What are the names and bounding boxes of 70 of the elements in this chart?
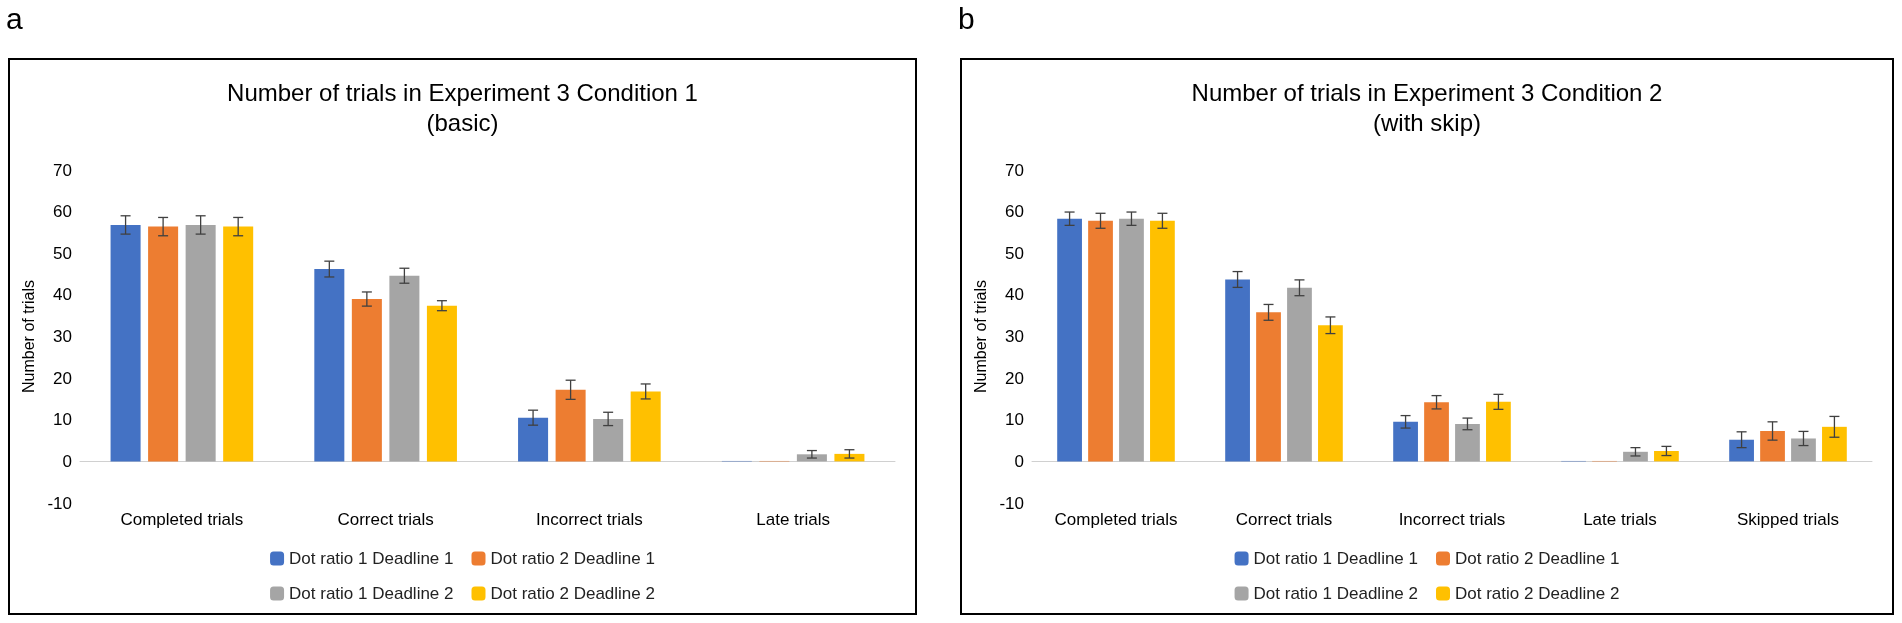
legend-label: Dot ratio 2 Deadline 1 [1455,549,1620,568]
bar [1760,430,1785,462]
x-tick-label: Correct trials [1235,510,1333,529]
y-tick-label: 60 [53,202,72,222]
y-tick-label: 50 [1005,243,1024,263]
bar [1424,402,1449,462]
legend-label: Dot ratio 2 Deadline 1 [490,549,655,568]
legend-label: Dot ratio 1 Deadline 1 [1253,549,1419,568]
bar [593,418,624,462]
x-tick-label: Completed trials [1054,510,1178,529]
bar [1318,325,1343,462]
y-tick-label: -10 [47,493,72,513]
chart-title: Number of trials in Experiment 3 Condition 2 (with skip) [1191,78,1663,136]
y-tick-label: 60 [1005,202,1024,222]
legend-label: Dot ratio 1 Deadline 2 [1253,584,1419,603]
bar [1150,220,1175,462]
bar [1486,401,1511,462]
bar [110,224,141,462]
y-tick-label: 20 [1005,368,1024,388]
y-tick-label: 70 [53,160,72,180]
bar [223,226,254,462]
text: b [958,2,975,36]
bar [1256,312,1281,462]
y-axis-title: Number of trials [972,280,990,393]
bar [351,299,382,462]
bar [314,269,345,462]
bar [518,417,549,462]
bar [1119,218,1144,462]
legend-label: Dot ratio 2 Deadline 2 [490,584,655,603]
y-tick-label: 10 [53,410,72,430]
bar [1393,421,1418,462]
bar [1225,279,1250,462]
y-tick-label: 30 [53,327,72,346]
x-tick-label: Incorrect trials [1398,510,1506,529]
y-tick-label: 40 [53,285,72,305]
bar [148,226,179,462]
bar [555,389,586,462]
x-tick-label: Completed trials [120,510,244,529]
y-tick-label: 10 [1005,410,1024,430]
y-tick-label: 0 [62,451,72,471]
bar [1287,287,1312,462]
bar [426,305,457,462]
bar [630,391,661,462]
y-tick-label: 70 [1005,160,1024,180]
text: a [6,2,23,36]
legend-label: Dot ratio 2 Deadline 2 [1455,584,1620,603]
chart-title: Number of trials in Experiment 3 Condition 1 (basic) [227,78,698,136]
x-tick-label: Correct trials [337,510,434,529]
y-tick-label: 20 [53,368,72,388]
y-tick-label: 40 [1005,285,1024,305]
y-axis-title: Number of trials [20,280,38,393]
bar [185,224,216,462]
bar [1729,439,1754,462]
bar [1088,220,1113,462]
bar [1791,438,1816,462]
bar [1822,426,1847,462]
y-tick-label: 30 [1005,327,1024,346]
legend-label: Dot ratio 1 Deadline 1 [289,549,454,568]
x-tick-label: Skipped trials [1736,510,1840,529]
x-tick-label: Incorrect trials [536,510,643,529]
bar [1654,450,1679,462]
bar [389,275,420,462]
bar [1057,218,1082,462]
y-tick-label: -10 [999,493,1024,513]
y-tick-label: 50 [53,243,72,263]
y-tick-label: 0 [1014,451,1024,471]
bar [1455,423,1480,462]
x-tick-label: Late trials [756,510,830,529]
x-tick-label: Late trials [1583,510,1657,529]
legend-label: Dot ratio 1 Deadline 2 [289,584,454,603]
